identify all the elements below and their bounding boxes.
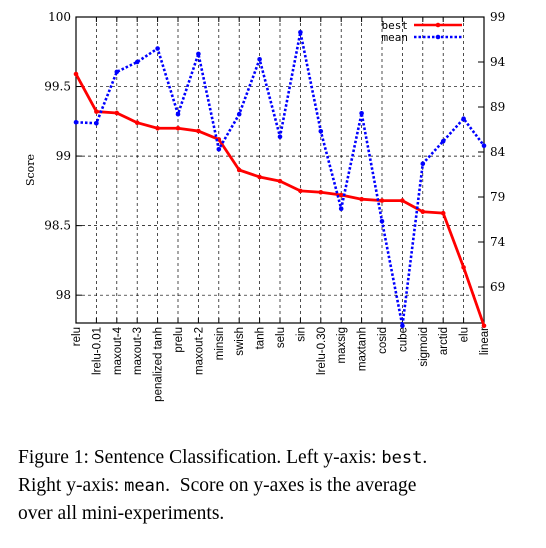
right-tick-label: 89 [490, 100, 505, 114]
left-tick-label: 99 [56, 149, 71, 163]
caption-line-2: Right y-axis: mean. Score on y-axes is t… [18, 472, 538, 500]
x-category-label: cosid [377, 327, 389, 354]
axis-ticks [75, 16, 485, 323]
data-point-mean [73, 120, 79, 125]
right-tick-label: 79 [490, 190, 505, 204]
data-point-best [359, 196, 364, 202]
right-tick-label: 99 [490, 10, 505, 24]
left-tick-label: 100 [48, 10, 71, 24]
legend-label-best: best [382, 19, 409, 32]
data-point-best [257, 174, 262, 180]
data-point-best [481, 323, 487, 329]
right-tick-label: 94 [490, 55, 506, 69]
x-category-label: minsin [214, 327, 226, 360]
data-point-best [298, 188, 303, 194]
caption-code-mean: mean [124, 476, 166, 496]
data-point-mean [400, 323, 405, 329]
grid-lines [76, 17, 484, 323]
caption-text: Figure 1: Sentence Classification. Left … [18, 447, 382, 468]
data-point-mean [155, 46, 160, 51]
right-tick-label: 69 [490, 280, 505, 294]
data-point-mean [114, 69, 120, 75]
data-point-best [155, 125, 160, 131]
data-point-best [400, 198, 405, 203]
x-category-label: sin [295, 327, 307, 342]
data-point-best [114, 110, 120, 116]
data-point-mean [216, 147, 222, 152]
data-point-best [175, 125, 181, 131]
tick-labels: 98 98.5 99 99.5 100 69 74 79 84 89 94 99 relu lrelu-0… [44, 10, 505, 402]
x-category-label: tanh [255, 327, 267, 349]
x-category-label: arctid [438, 327, 450, 355]
data-point-mean [461, 116, 466, 121]
caption-text: Right y-axis: [18, 475, 125, 496]
y-axis-title: Score [24, 154, 37, 186]
data-point-mean [338, 206, 344, 211]
x-category-label: linear [479, 327, 491, 355]
data-point-best [440, 210, 446, 216]
data-point-mean [175, 111, 181, 117]
x-category-label: prelu [173, 327, 185, 353]
left-tick-label: 98.5 [44, 219, 71, 233]
x-category-label: lrelu-0.01 [91, 327, 103, 375]
data-point-best [379, 198, 385, 203]
data-point-mean [379, 219, 385, 224]
caption-punct: . [422, 447, 428, 468]
data-point-mean [94, 120, 99, 126]
x-category-label: maxtanh [357, 327, 369, 371]
data-point-mean [481, 143, 487, 148]
right-tick-label: 74 [490, 235, 506, 249]
data-point-mean [277, 134, 283, 139]
data-point-best [73, 71, 79, 77]
x-category-label: swish [234, 327, 246, 356]
data-point-mean [318, 129, 324, 134]
data-point-best [338, 192, 344, 198]
legend-label-mean: mean [382, 31, 409, 44]
data-point-best [236, 167, 242, 173]
x-category-label: selu [275, 327, 287, 348]
data-point-mean [359, 111, 364, 116]
x-category-label: maxout-3 [132, 327, 144, 375]
x-category-label: maxout-4 [112, 326, 124, 375]
caption-code-best: best [381, 448, 423, 468]
left-tick-label: 99.5 [44, 80, 71, 94]
data-point-mean [134, 59, 140, 65]
series [73, 30, 487, 329]
data-point-best [196, 128, 201, 134]
x-category-label: relu [71, 327, 83, 346]
data-point-best [318, 189, 324, 195]
x-category-label: maxsig [336, 327, 348, 363]
caption-line-1: Figure 1: Sentence Classification. Left … [18, 444, 538, 472]
data-point-best [420, 209, 426, 215]
data-point-best [277, 178, 283, 184]
data-point-mean [298, 30, 303, 35]
caption-text: . Score on y-axes is the average [165, 475, 417, 496]
data-point-mean [420, 161, 426, 166]
data-point-best [134, 120, 140, 126]
data-point-mean [257, 57, 262, 62]
x-category-label: maxout-2 [193, 327, 205, 375]
data-point-mean [236, 111, 242, 117]
figure-caption: Figure 1: Sentence Classification. Left … [18, 444, 538, 528]
x-category-label: lrelu-0.30 [316, 327, 328, 375]
chart: 98 98.5 99 99.5 100 69 74 79 84 89 94 99 relu lrelu-0… [24, 10, 506, 402]
legend-marker-mean [435, 34, 441, 40]
caption-line-3: over all mini-experiments. [18, 503, 225, 524]
right-tick-label: 84 [490, 145, 506, 159]
data-point-best [94, 109, 99, 114]
data-point-mean [440, 138, 446, 144]
data-point-best [461, 265, 466, 270]
x-category-label: sigmoid [418, 327, 430, 367]
data-point-mean [196, 51, 201, 57]
left-tick-label: 98 [56, 288, 71, 302]
x-category-label: cube [397, 327, 409, 352]
x-category-label: penalized tanh [153, 327, 165, 402]
legend-marker-best [435, 22, 441, 28]
x-category-label: elu [459, 327, 471, 342]
